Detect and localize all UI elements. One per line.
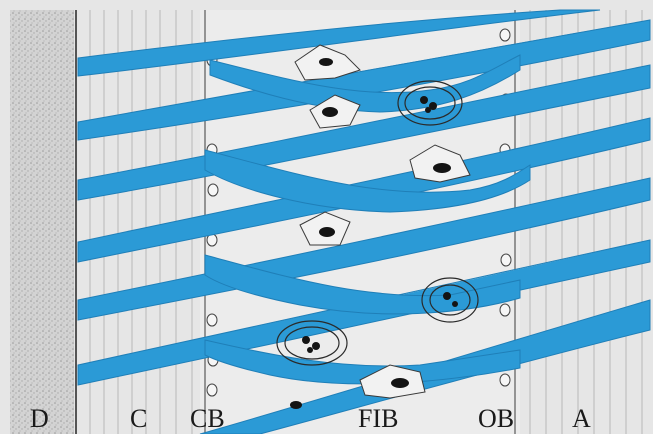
collagen-fibers: [77, 9, 651, 434]
ringed-cell-nuclei: [302, 96, 458, 353]
label-c: C: [130, 404, 148, 433]
zone-d-stippled: [10, 10, 74, 434]
label-a: A: [572, 404, 591, 433]
ringed-cells: [276, 80, 479, 366]
nuclei: [290, 58, 451, 409]
label-cb: CB: [190, 404, 225, 433]
label-d: D: [30, 404, 49, 433]
label-fib: FIB: [358, 404, 399, 433]
label-ob: OB: [478, 404, 515, 433]
